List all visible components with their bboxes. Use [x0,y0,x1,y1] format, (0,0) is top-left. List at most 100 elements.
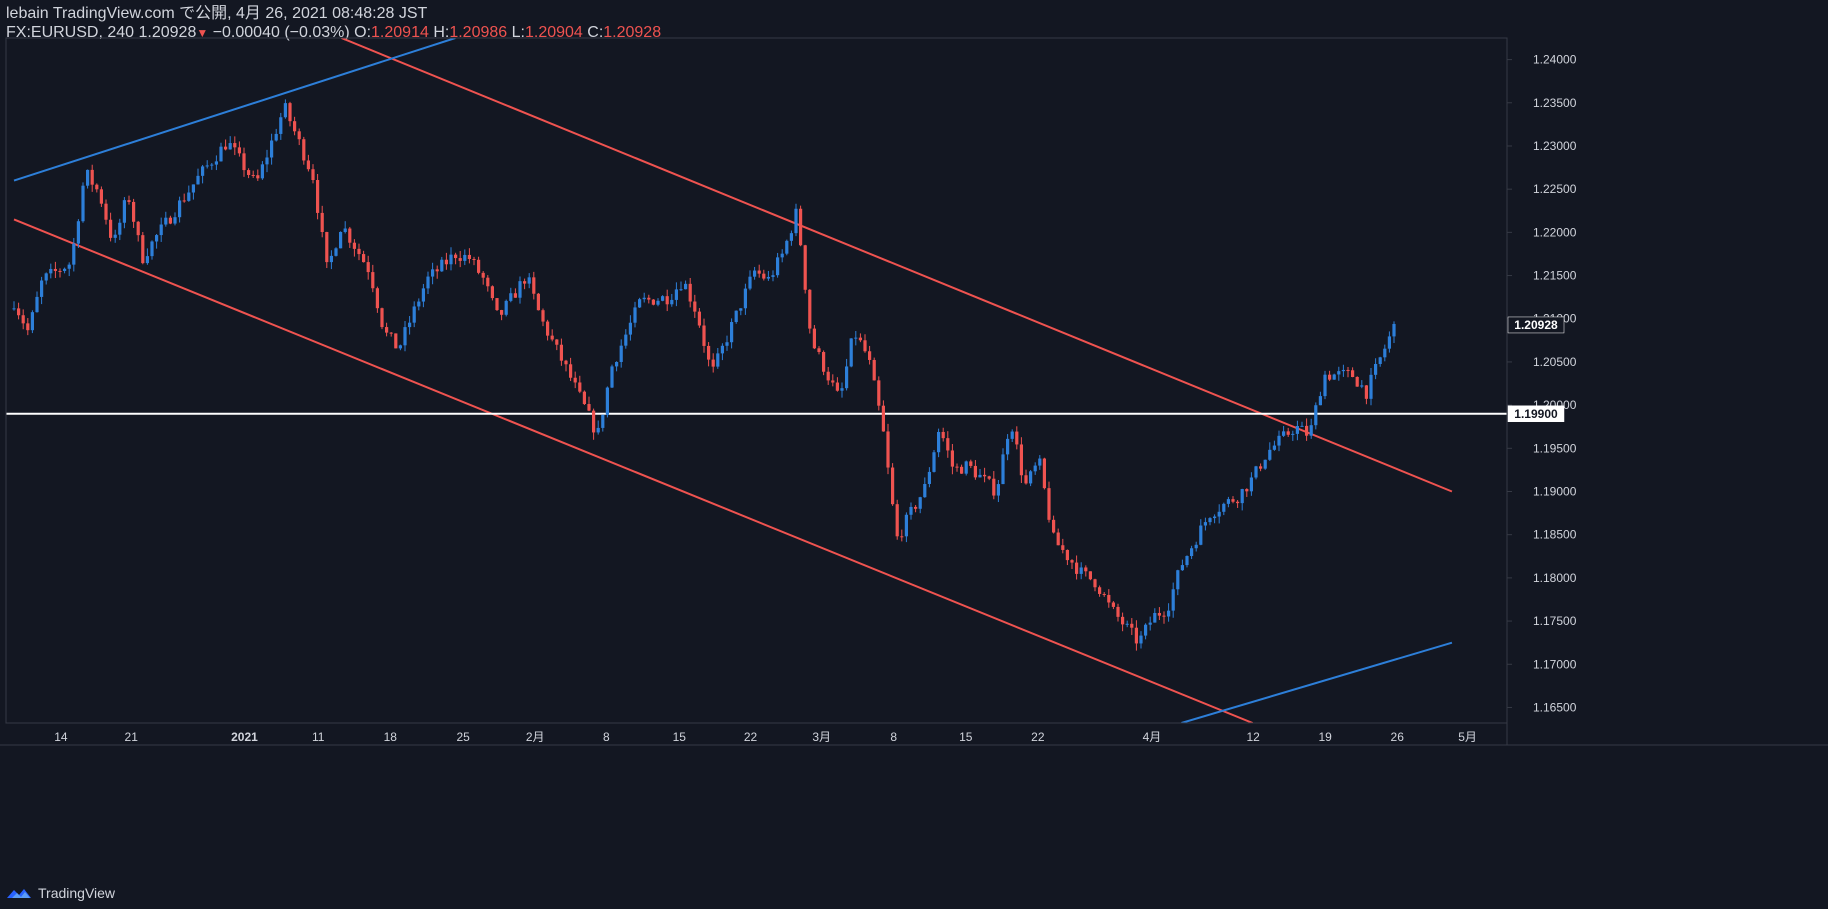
candle-body-126 [592,410,596,433]
candle-body-177 [826,371,830,381]
candle-body-135 [633,307,637,323]
candle-body-95 [449,254,453,265]
candle-body-212 [987,476,991,479]
candle-body-225 [1047,488,1051,520]
candle-body-189 [881,405,885,432]
candle-body-113 [532,277,536,294]
candle-body-6 [40,280,44,297]
candle-body-53 [256,175,260,179]
candle-body-194 [904,514,908,537]
candle-body-238 [1107,594,1111,603]
candle-body-114 [536,293,540,311]
candle-body-239 [1111,602,1115,607]
candle-body-20 [104,203,108,220]
candle-body-10 [58,270,62,272]
candle-body-120 [564,360,568,365]
candle-body-7 [44,273,48,281]
candle-body-38 [187,192,191,201]
candle-body-295 [1369,374,1373,399]
candle-body-243 [1130,623,1134,628]
candle-body-101 [477,259,481,273]
x-tick-label-1: 21 [125,730,139,744]
candle-body-130 [610,366,614,388]
candle-body-77 [366,262,370,273]
candle-body-263 [1222,503,1226,512]
candle-body-49 [237,147,241,154]
candle-body-204 [950,450,954,467]
candle-body-230 [1070,560,1074,563]
candle-body-55 [265,157,269,165]
candle-body-216 [1006,438,1010,455]
candle-body-50 [242,153,246,171]
candle-body-297 [1378,357,1382,364]
candle-body-206 [960,466,964,474]
candle-body-208 [969,461,973,466]
open-value: 1.20914 [371,24,429,41]
x-tick-label-15: 12 [1246,730,1260,744]
candle-body-9 [53,268,57,271]
candle-body-251 [1167,610,1171,617]
x-tick-label-5: 25 [456,730,470,744]
candle-body-153 [716,353,720,367]
x-tick-label-6: 2月 [526,730,545,744]
candle-body-217 [1010,431,1014,439]
plot-border [5,37,1508,724]
candle-body-133 [624,334,628,346]
candle-body-293 [1360,385,1364,387]
candle-body-151 [707,345,711,360]
candle-body-36 [178,200,182,218]
x-tick-label-3: 11 [312,730,325,744]
candle-body-288 [1337,371,1341,375]
candle-body-165 [771,275,775,277]
candle-body-63 [302,139,306,161]
candle-body-289 [1341,369,1345,372]
candle-body-227 [1056,532,1060,546]
down-arrow-icon: ▼ [196,26,209,40]
candle-body-42 [205,165,209,167]
candle-body-136 [638,299,642,308]
low-value: 1.20904 [524,24,583,41]
y-tick-label-11: 1.18500 [1533,528,1577,542]
candle-body-181 [845,366,849,389]
candle-body-275 [1277,435,1281,446]
x-tick-label-0: 14 [54,730,68,744]
candle-body-218 [1015,431,1019,445]
candle-body-128 [601,414,605,428]
candle-body-52 [251,174,255,176]
candle-body-237 [1102,593,1106,595]
candle-body-287 [1332,374,1336,380]
candle-body-25 [127,200,131,202]
high-label: H: [433,24,450,41]
candle-body-140 [656,300,660,305]
candle-body-88 [417,301,421,307]
candle-body-273 [1268,449,1272,460]
x-tick-label-9: 22 [744,730,758,744]
candle-body-71 [339,231,343,249]
candle-body-248 [1153,612,1157,623]
candle-body-100 [472,259,476,261]
candle-body-11 [63,268,67,271]
candle-body-184 [858,337,862,341]
candle-body-79 [375,288,379,309]
candle-body-205 [955,466,959,468]
candle-body-266 [1236,501,1240,504]
candle-body-43 [210,164,214,166]
candle-body-103 [486,277,490,287]
candle-body-291 [1351,370,1355,378]
y-tick-label-2: 1.23000 [1533,139,1577,153]
candle-body-202 [941,431,945,439]
candle-body-47 [228,143,232,150]
candle-body-149 [697,311,701,326]
candle-body-8 [49,268,53,274]
candle-body-154 [720,345,724,354]
candle-body-215 [1001,454,1005,485]
candle-body-33 [164,217,168,225]
candle-body-278 [1291,433,1295,435]
candle-body-270 [1254,466,1258,478]
candle-body-188 [877,380,881,406]
candle-body-37 [182,200,186,202]
candle-body-44 [214,161,218,165]
candle-body-80 [380,308,384,328]
candle-body-241 [1121,616,1125,625]
